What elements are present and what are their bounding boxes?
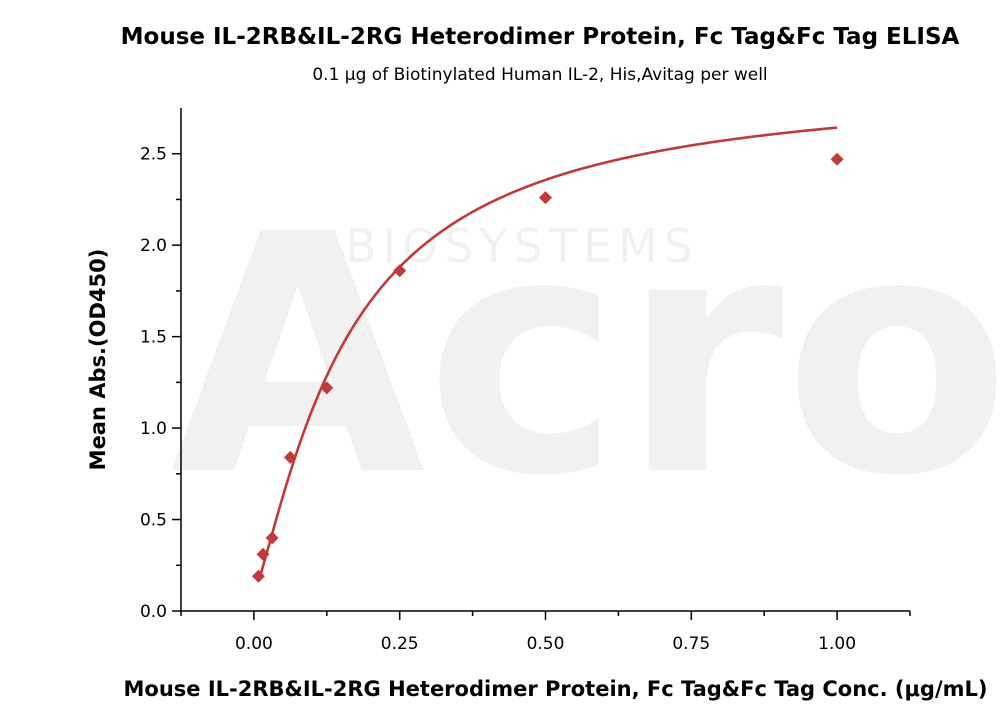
x-tick-label: 1.00 xyxy=(818,634,856,654)
y-tick-label: 0.5 xyxy=(140,511,167,531)
watermark-tagline: BIOSYSTEMS xyxy=(345,219,699,273)
x-tick-label: 0.00 xyxy=(235,634,273,654)
chart-subtitle: 0.1 μg of Biotinylated Human IL-2, His,A… xyxy=(312,65,767,85)
data-point xyxy=(283,450,297,464)
data-point xyxy=(539,191,552,205)
x-tick-label: 0.75 xyxy=(672,634,710,654)
y-tick-label: 1.5 xyxy=(140,328,167,348)
data-point xyxy=(320,381,334,395)
y-axis-label: Mean Abs.(OD450) xyxy=(86,249,110,471)
data-point xyxy=(830,152,844,166)
data-point xyxy=(256,547,270,561)
y-tick-label: 0.0 xyxy=(140,602,167,622)
y-tick-label: 1.0 xyxy=(140,419,167,439)
data-point xyxy=(393,264,407,278)
data-point xyxy=(251,569,265,583)
data-point xyxy=(265,531,279,545)
watermark: Acro BIOSYSTEMS xyxy=(170,164,1000,548)
x-tick-label: 0.25 xyxy=(381,634,419,654)
y-tick-label: 2.5 xyxy=(140,145,167,165)
y-ticks: 0.0 0.5 1.0 1.5 2.0 2.5 xyxy=(140,145,181,622)
x-axis-label: Mouse IL-2RB&IL-2RG Heterodimer Protein,… xyxy=(124,677,988,701)
fit-curve xyxy=(257,126,838,582)
chart-title: Mouse IL-2RB&IL-2RG Heterodimer Protein,… xyxy=(121,24,960,50)
y-tick-label: 2.0 xyxy=(140,236,167,256)
data-points xyxy=(251,152,844,583)
watermark-brand: Acro xyxy=(170,164,1000,548)
x-tick-label: 0.50 xyxy=(527,634,565,654)
x-ticks: 0.00 0.25 0.50 0.75 1.00 xyxy=(180,611,911,654)
